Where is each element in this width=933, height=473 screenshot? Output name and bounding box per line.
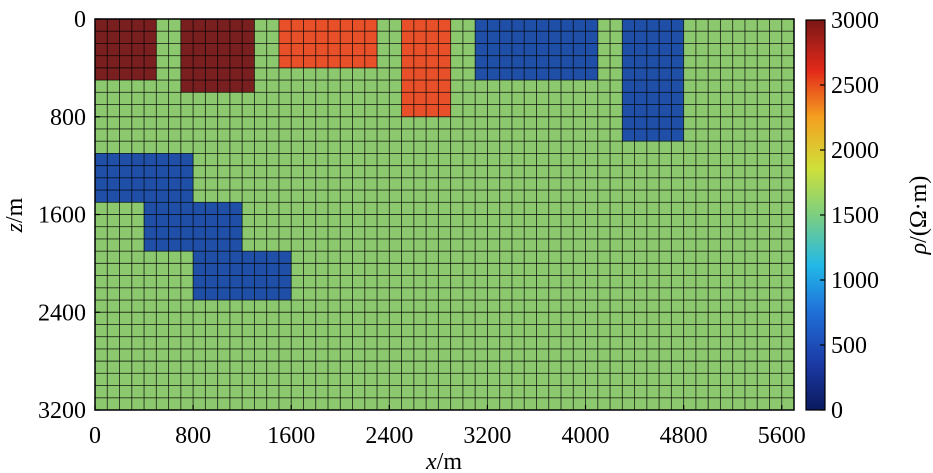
colorbar-tick-label: 0 <box>831 398 843 424</box>
x-axis-ticks: 0 800 1600 2400 3200 4000 4800 5600 <box>89 405 806 449</box>
anomaly-block <box>95 19 157 81</box>
colorbar-ticks: 0 500 1000 1500 2000 2500 3000 <box>820 8 879 424</box>
y-tick-label: 0 <box>74 7 86 33</box>
plot-area <box>94 18 795 411</box>
y-tick-label: 3200 <box>38 398 86 424</box>
x-axis-label: x/m <box>425 449 462 473</box>
y-tick-label: 800 <box>50 105 86 131</box>
x-tick-label: 3200 <box>463 423 511 449</box>
x-tick-label: 4800 <box>660 423 708 449</box>
colorbar-tick-label: 2500 <box>831 73 879 99</box>
colorbar-tick-label: 500 <box>831 333 867 359</box>
grid-lines <box>95 19 794 410</box>
colorbar: 0 500 1000 1500 2000 2500 3000 ρ/(Ω·m) <box>805 8 932 424</box>
y-tick-label: 2400 <box>38 300 86 326</box>
x-tick-label: 800 <box>175 423 211 449</box>
colorbar-tick-label: 1500 <box>831 203 879 229</box>
x-tick-label: 2400 <box>365 423 413 449</box>
colorbar-tick-label: 1000 <box>831 268 879 294</box>
colorbar-label: ρ/(Ω·m) <box>906 176 932 256</box>
x-tick-label: 1600 <box>267 423 315 449</box>
x-tick-label: 4000 <box>562 423 610 449</box>
y-axis-ticks: 0 800 1600 2400 3200 <box>38 7 100 424</box>
y-axis-label: z/m <box>2 197 28 233</box>
y-tick-label: 1600 <box>38 203 86 229</box>
x-tick-label: 0 <box>89 423 101 449</box>
x-tick-label: 5600 <box>758 423 806 449</box>
colorbar-tick-label: 2000 <box>831 138 879 164</box>
colorbar-tick-label: 3000 <box>831 8 879 34</box>
